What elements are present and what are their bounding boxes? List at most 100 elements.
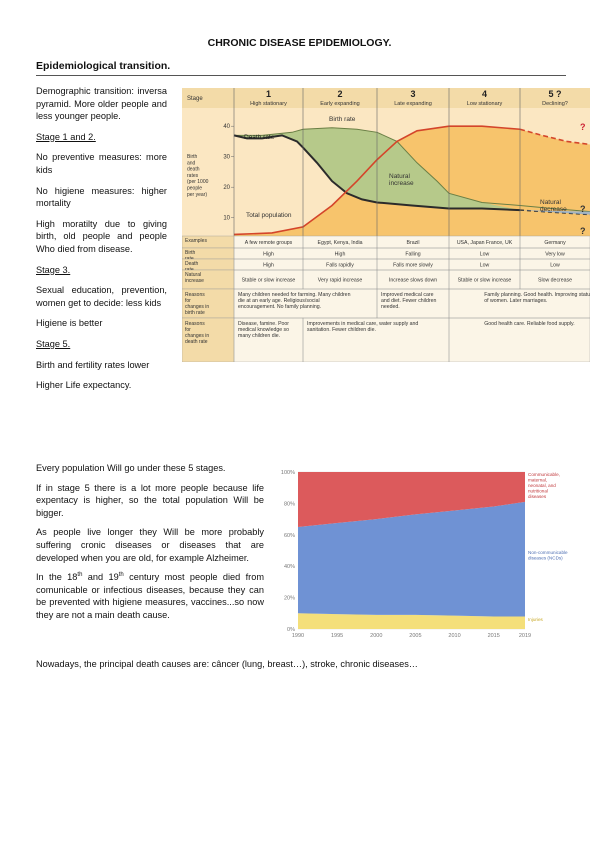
stage-number: 3 <box>410 89 415 99</box>
final-paragraph: Nowadays, the principal death causes are… <box>36 659 418 669</box>
y-axis-label: (per 1000 <box>187 179 209 185</box>
stages-notes: Demographic transition: inversa pyramid.… <box>36 85 167 400</box>
stage-header-band <box>182 88 590 108</box>
stage-name: Declining? <box>542 101 568 107</box>
y-tick-label: 60% <box>284 533 295 539</box>
section-subtitle: Epidemiological transition. <box>36 60 171 72</box>
table-cell-text: High <box>263 263 274 269</box>
table-cell-text: Good health care. Reliable food supply. <box>484 321 574 327</box>
y-axis-label: rates <box>187 173 199 179</box>
table-cell-text: Low <box>480 263 490 269</box>
x-tick-label: 2000 <box>370 633 382 639</box>
note-paragraph: Birth and fertility rates lower <box>36 359 150 370</box>
total-population-projection-line <box>519 128 590 146</box>
question-mark: ? <box>580 226 586 236</box>
table-row-label: increase <box>185 278 204 284</box>
natural-decrease-label-1: Natural <box>540 199 562 206</box>
y-tick-label: 80% <box>284 501 295 507</box>
natural-increase-label-2: increase <box>389 180 414 187</box>
table-cell-text: Low <box>480 252 490 258</box>
x-tick-label: 2010 <box>448 633 460 639</box>
note-paragraph: No higiene measures: higher mortality <box>36 185 167 209</box>
question-mark: ? <box>580 204 586 214</box>
table-cell-text: many children die. <box>238 333 280 339</box>
table-cell-text: Falling <box>405 252 420 258</box>
table-row-label: changes in <box>185 304 209 310</box>
table-cell <box>448 317 590 362</box>
note-paragraph: Higiene is better <box>36 318 103 329</box>
stage-number: 2 <box>337 89 342 99</box>
table-cell-text: USA, Japan France, UK <box>457 240 513 246</box>
legend-label-ncd: diseases (NCDs) <box>528 556 563 561</box>
table-cell-text: encouragement. No family planning. <box>238 304 321 310</box>
table-cell-text: and diet. Fewer children <box>381 298 436 304</box>
stage-name: High stationary <box>250 101 287 107</box>
divider <box>36 75 566 76</box>
table-row-label: for <box>185 298 191 304</box>
table-cell-text: medical knowledge so <box>238 327 289 333</box>
y-tick-label: 100% <box>281 470 295 476</box>
stage-name: Early expanding <box>320 101 359 107</box>
natural-decrease-area <box>520 210 590 215</box>
table-cell-text: Improved medical care <box>381 292 434 298</box>
page-title: CHRONIC DISEASE EPIDEMIOLOGY. <box>207 37 392 49</box>
stage-number: 5 ? <box>548 89 561 99</box>
superscript: th <box>118 572 124 579</box>
causes-of-death-chart: 100% 80% 60% 40% 20% 0% 1990 1995 2000 2005 2010 2… <box>281 470 568 639</box>
y-tick-label: 40% <box>284 564 295 570</box>
table-row-label: Examples <box>185 238 207 244</box>
demographic-transition-diagram: Stage 1 High stationary 2 Early expanding 3 L… <box>182 88 590 362</box>
table-cell-text: sanitation. Fewer children die. <box>307 327 376 333</box>
legend-label-ncd: Non-communicable <box>528 550 568 555</box>
bottom-notes: Every population Will go under these 5 s… <box>36 462 264 629</box>
y-tick-label: 10 <box>223 216 230 222</box>
table-cell-text: Egypt, Kenya, India <box>318 240 363 246</box>
series-area <box>298 501 525 617</box>
note-paragraph: If in stage 5 there is a lot more people… <box>36 482 264 518</box>
table-cell-text: High <box>335 252 346 258</box>
text-run: century most people died from comunicabl… <box>36 572 264 620</box>
stage-name: Late expanding <box>394 101 432 107</box>
natural-decrease-label-2: decrease <box>540 206 567 213</box>
legend-label-communicable: neonatal, and <box>528 483 556 488</box>
y-tick-label: 40 <box>223 124 230 130</box>
table-row-label: Birth <box>185 250 196 256</box>
table-row-header <box>182 317 235 362</box>
stage-heading: Stage 5. <box>36 338 71 349</box>
note-paragraph: In the 18th and 19th century most people… <box>36 571 264 621</box>
table-cell-text: Slow decrease <box>538 278 572 284</box>
table-cell-text: Low <box>550 263 560 269</box>
table-cell-text: Stable or slow increase <box>458 278 512 284</box>
table-row-label: changes in <box>185 333 209 339</box>
legend-label-injuries: Injuries <box>528 617 544 622</box>
stage-heading: Stage 3. <box>36 264 71 275</box>
table-row-label: Death <box>185 261 199 267</box>
stage-heading: Stage 1 and 2. <box>36 131 96 142</box>
birth-rate-line <box>234 127 590 213</box>
y-axis-label: per year) <box>187 192 207 198</box>
stage-number: 4 <box>482 89 487 99</box>
note-paragraph: As people live longer they Will be more … <box>36 527 264 563</box>
table-row-label: death rate <box>185 339 208 345</box>
total-population-label: Total population <box>246 212 292 219</box>
birth-rate-label: Birth rate <box>329 116 356 123</box>
death-rate-label: Death rate <box>244 134 275 141</box>
table-cell-text: Family planning. Good health. Improving … <box>484 292 590 298</box>
table-row-label: Reasons <box>185 292 205 298</box>
x-tick-label: 1995 <box>331 633 343 639</box>
table-cell-text: Disease, famine. Poor <box>238 321 289 327</box>
x-tick-label: 2019 <box>519 633 531 639</box>
legend-label-communicable: nutritional <box>528 489 548 494</box>
table-cell-text: Germany <box>544 240 566 246</box>
legend-label-communicable: maternal, <box>528 478 547 483</box>
question-mark: ? <box>580 122 586 132</box>
y-tick-label: 30 <box>223 155 230 161</box>
stage-number: 1 <box>266 89 271 99</box>
x-tick-label: 2005 <box>409 633 421 639</box>
note-paragraph: No preventive measures: more kids <box>36 152 167 175</box>
table-row-label: birth rate <box>185 310 205 316</box>
death-rate-line <box>233 134 521 212</box>
y-tick-label: 20 <box>223 185 230 191</box>
text-run: In the 18 <box>36 572 78 583</box>
series-area <box>298 472 525 527</box>
